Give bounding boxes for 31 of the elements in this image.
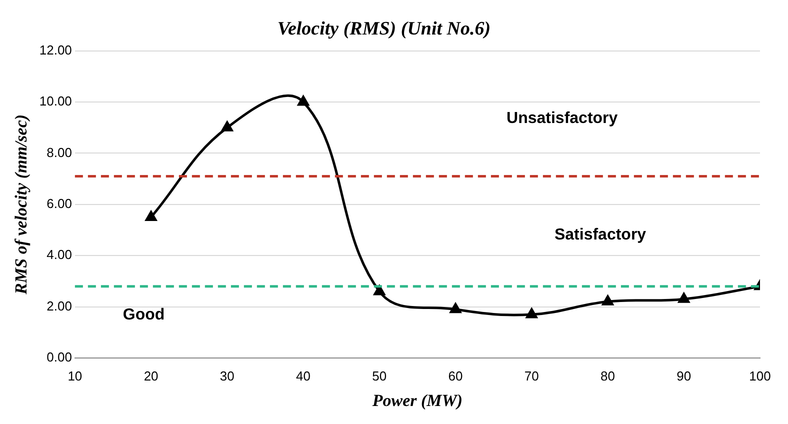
annotation: Satisfactory bbox=[554, 226, 646, 244]
x-tick-label: 50 bbox=[372, 368, 387, 384]
point bbox=[222, 121, 233, 132]
y-tick-label: 10.00 bbox=[39, 94, 72, 109]
annotation: Good bbox=[122, 306, 165, 324]
point bbox=[450, 303, 462, 314]
x-axis-title: Power (MW) bbox=[371, 391, 463, 410]
y-tick-label: 8.00 bbox=[46, 144, 72, 160]
point bbox=[298, 96, 309, 106]
chart-title: Velocity (RMS) (Unit No.6) bbox=[277, 18, 491, 40]
y-tick-label: 2.00 bbox=[46, 298, 72, 314]
y-axis-title: RMS of velocity (mm/sec) bbox=[12, 114, 31, 296]
point bbox=[145, 210, 157, 221]
point bbox=[526, 308, 538, 318]
x-tick-label: 80 bbox=[600, 368, 615, 384]
y-tick-label: 0.00 bbox=[46, 350, 72, 365]
x-tick-label: 20 bbox=[144, 368, 158, 384]
x-tick-label: 10 bbox=[68, 368, 82, 384]
point bbox=[678, 292, 690, 303]
x-tick-label: 90 bbox=[676, 368, 692, 384]
point bbox=[374, 285, 385, 296]
x-tick-label: 40 bbox=[296, 368, 311, 384]
annotation: Unsatisfactory bbox=[506, 110, 618, 127]
x-tick-label: 60 bbox=[448, 368, 463, 384]
y-tick-label: 12.00 bbox=[39, 42, 72, 58]
y-tick-label: 4.00 bbox=[46, 247, 72, 262]
x-tick-label: 70 bbox=[524, 368, 539, 384]
point bbox=[602, 295, 614, 306]
y-tick-label: 6.00 bbox=[46, 196, 72, 211]
x-tick-label: 30 bbox=[220, 368, 234, 384]
x-tick-label: 100 bbox=[749, 368, 771, 384]
